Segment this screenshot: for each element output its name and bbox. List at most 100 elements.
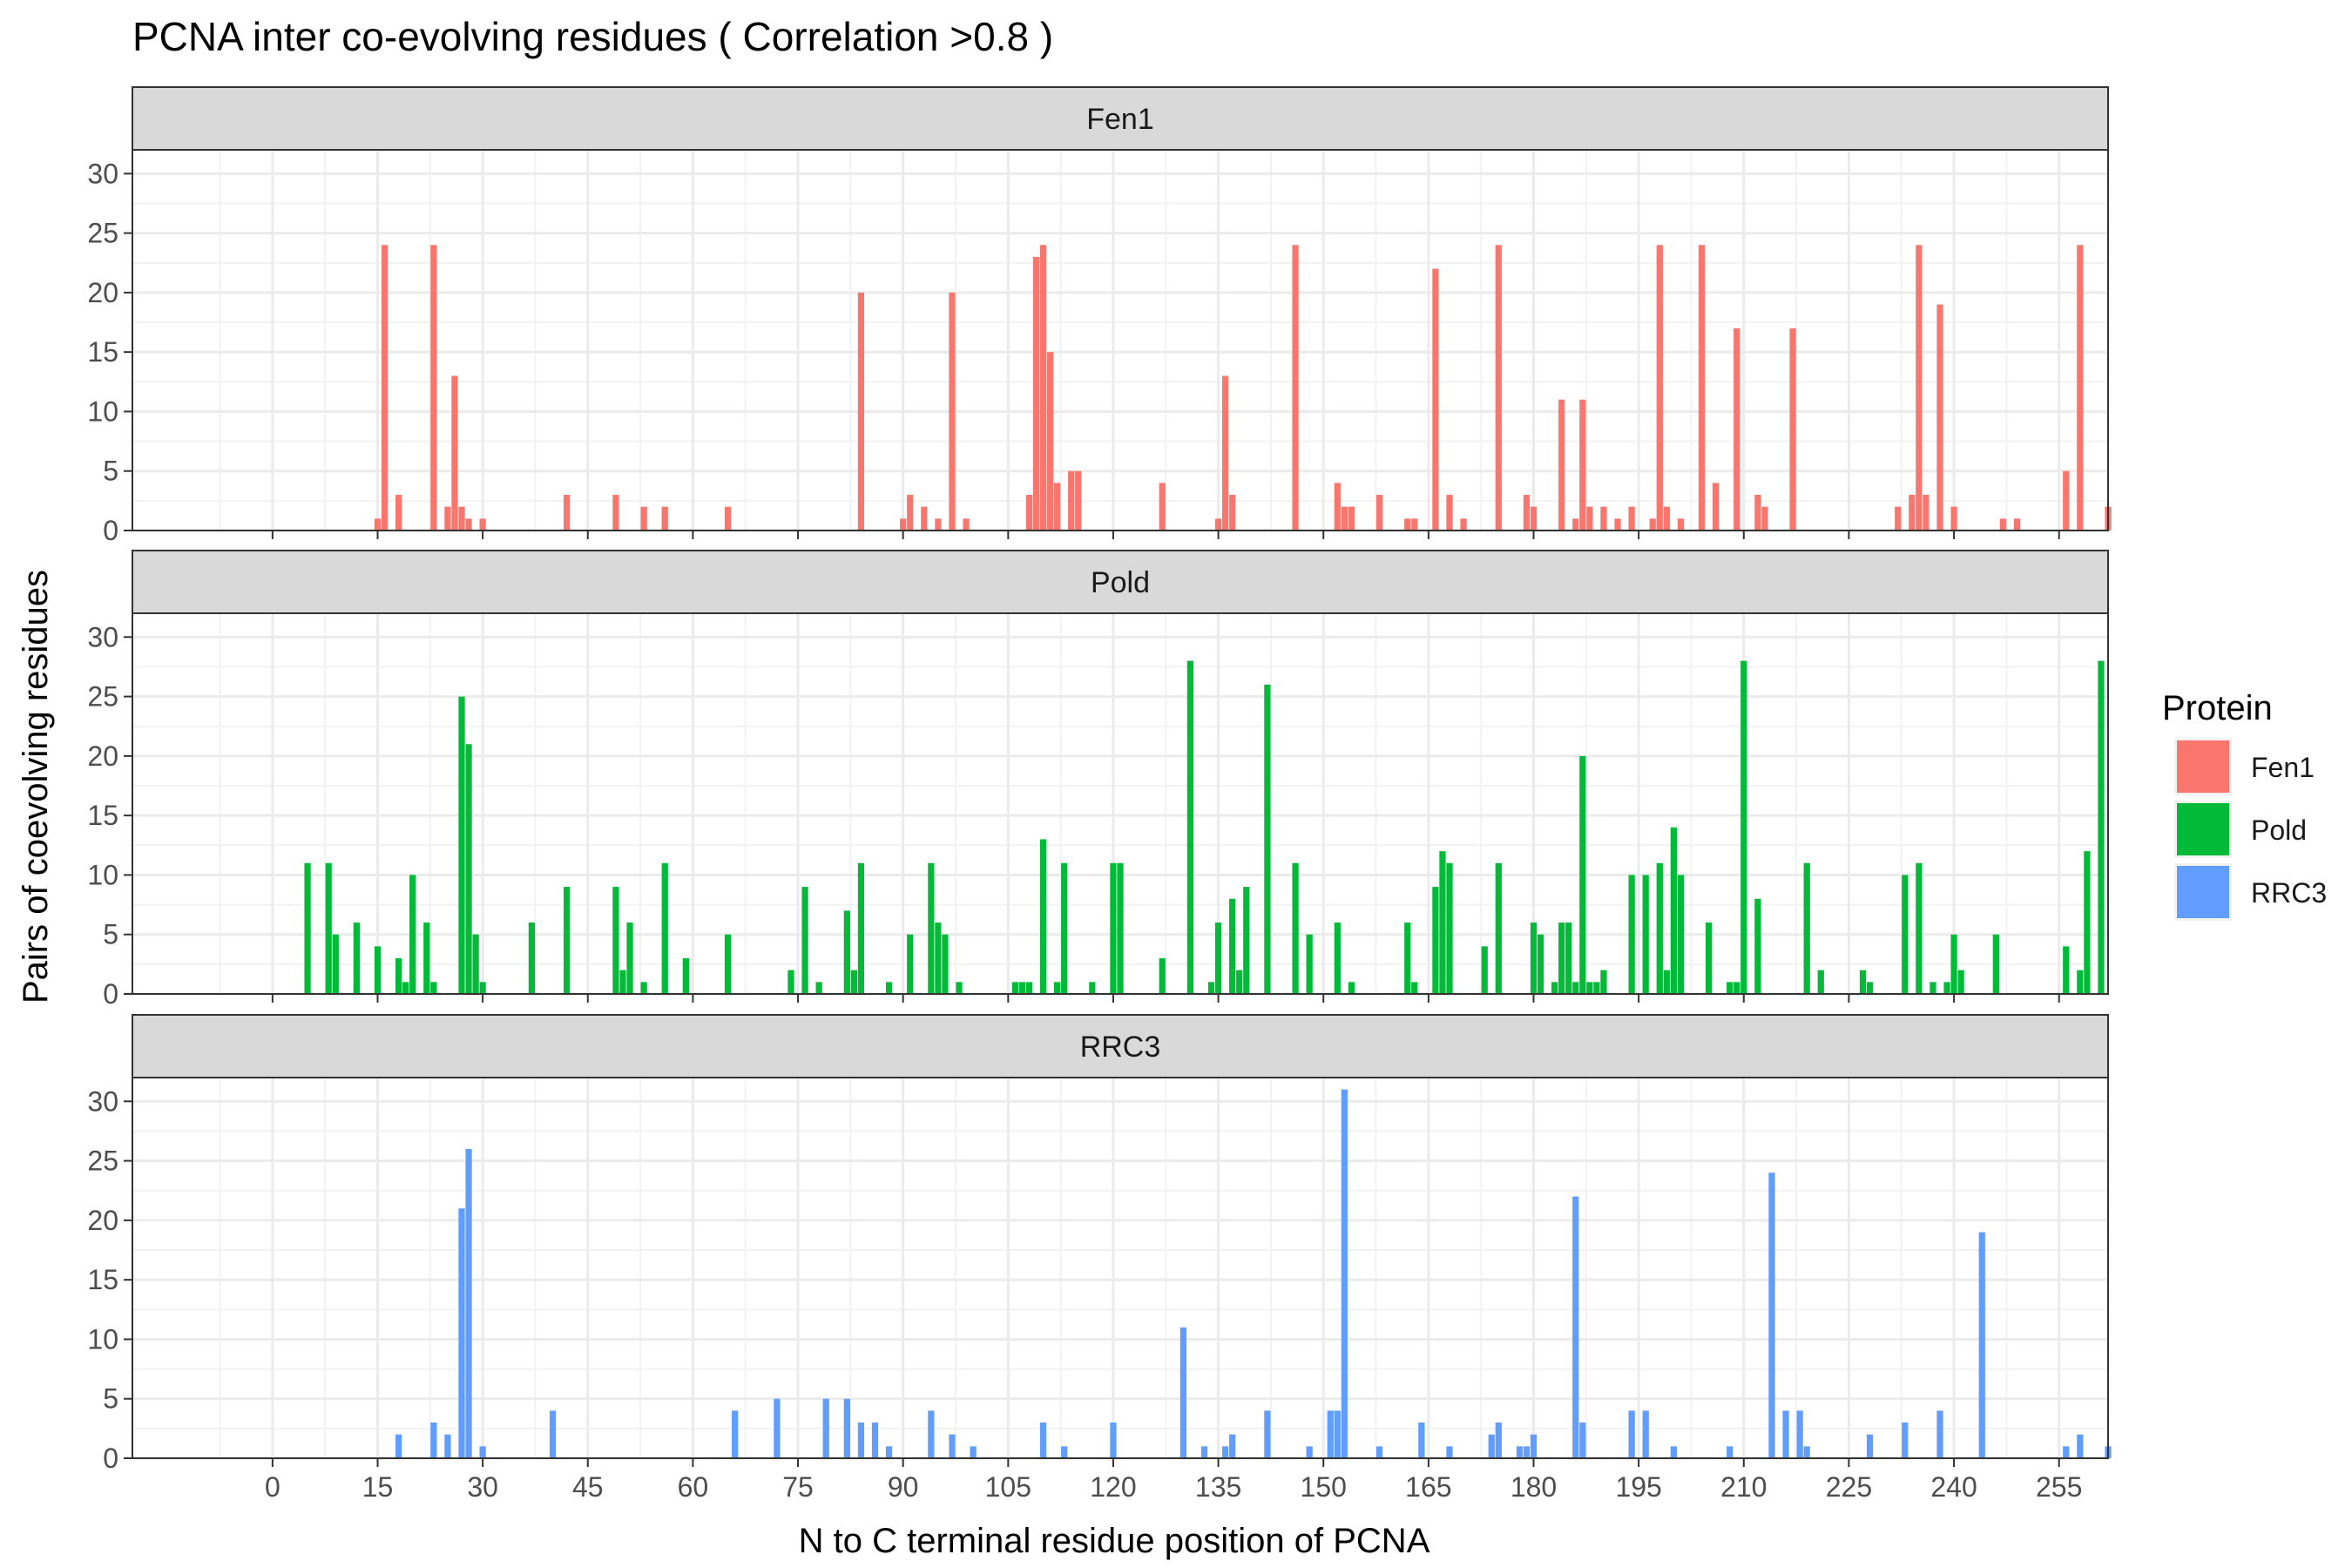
y-tick-label: 15	[87, 800, 118, 831]
y-tick-label: 10	[87, 859, 118, 890]
y-tick-label: 10	[87, 395, 118, 427]
bar	[1495, 1423, 1502, 1458]
bar	[1866, 1434, 1874, 1458]
legend-label: RRC3	[2251, 877, 2327, 909]
bar	[479, 1446, 486, 1458]
bar	[430, 245, 437, 531]
x-tick-label: 105	[985, 1471, 1031, 1503]
bar	[1579, 399, 1586, 531]
bar	[2084, 851, 2091, 994]
bar	[1670, 827, 1677, 994]
x-tick-label: 225	[1826, 1471, 1872, 1503]
x-tick-label: 30	[467, 1471, 498, 1503]
bar	[921, 506, 928, 531]
bar	[1348, 982, 1355, 994]
bar	[949, 292, 956, 531]
bar	[1053, 483, 1061, 531]
bar	[1978, 1232, 1985, 1458]
bar	[325, 862, 332, 994]
bar	[661, 506, 668, 531]
bar	[1712, 483, 1720, 531]
x-tick-label: 180	[1511, 1471, 1557, 1503]
y-tick-label: 0	[103, 978, 118, 1010]
bar	[843, 1398, 850, 1458]
bar	[1909, 495, 1916, 531]
bar	[1656, 862, 1663, 994]
legend-label: Fen1	[2251, 752, 2315, 783]
bar	[970, 1446, 977, 1458]
bar	[1404, 518, 1411, 531]
legend-title: Protein	[2162, 689, 2273, 727]
bar	[1992, 934, 1999, 994]
bar	[1046, 352, 1054, 531]
bar	[2098, 660, 2105, 994]
bar	[1432, 887, 1439, 994]
bar	[479, 982, 486, 994]
bar	[1264, 1410, 1271, 1458]
facet-strip-label: RRC3	[1080, 1031, 1161, 1064]
panel-background	[132, 150, 2108, 531]
y-tick-label: 0	[103, 1443, 118, 1474]
bar	[1734, 982, 1740, 994]
facet-panel-pold: Pold 0 5 10 15 20 25 30	[87, 550, 2109, 1010]
facet-strip	[132, 1014, 2109, 1078]
bar	[430, 982, 437, 994]
y-tick-label: 30	[87, 158, 118, 189]
bar	[465, 744, 472, 994]
x-tick-label: 15	[362, 1471, 394, 1503]
bar	[822, 1398, 829, 1458]
bar	[1727, 1446, 1734, 1458]
bar	[1572, 518, 1579, 531]
y-tick-label: 20	[87, 740, 118, 772]
bar	[395, 958, 402, 994]
facet-strip-label: Fen1	[1086, 103, 1154, 136]
bar	[1565, 923, 1572, 994]
x-tick-label: 165	[1405, 1471, 1451, 1503]
bar	[1348, 506, 1355, 531]
bar	[1306, 934, 1313, 994]
bar	[1061, 1446, 1068, 1458]
bar	[1734, 328, 1740, 531]
bar	[857, 292, 865, 531]
bar	[1214, 518, 1222, 531]
bar	[1761, 506, 1768, 531]
bar	[1214, 923, 1222, 994]
bar	[395, 1434, 402, 1458]
bar	[374, 518, 382, 531]
bar	[465, 1148, 472, 1458]
x-tick-label: 255	[2036, 1471, 2082, 1503]
bar	[857, 862, 865, 994]
bar	[1516, 1446, 1524, 1458]
bar	[1614, 518, 1621, 531]
y-tick-label: 25	[87, 218, 118, 249]
bar	[1803, 1446, 1810, 1458]
bar	[1186, 660, 1194, 994]
bar	[1579, 755, 1586, 994]
bar	[2063, 946, 2070, 994]
bar	[1292, 862, 1299, 994]
bar	[1306, 1446, 1313, 1458]
bar	[1018, 982, 1026, 994]
bar	[1866, 982, 1874, 994]
bar	[1817, 970, 1824, 994]
legend-label: Pold	[2251, 814, 2307, 846]
bar	[1229, 495, 1236, 531]
bar	[1936, 304, 1943, 531]
bar	[1039, 839, 1047, 994]
bar	[1727, 982, 1734, 994]
bar	[444, 1434, 451, 1458]
bar	[1375, 495, 1383, 531]
bar	[1754, 495, 1761, 531]
bar	[1999, 518, 2006, 531]
bar	[843, 910, 850, 994]
bar	[1677, 875, 1685, 994]
x-tick-label: 90	[888, 1471, 919, 1503]
bar	[1663, 506, 1670, 531]
bar	[1523, 495, 1531, 531]
panel-background	[132, 1078, 2108, 1458]
bar	[1411, 518, 1418, 531]
bar	[1754, 898, 1761, 994]
bar	[942, 934, 949, 994]
bar	[549, 1410, 557, 1458]
